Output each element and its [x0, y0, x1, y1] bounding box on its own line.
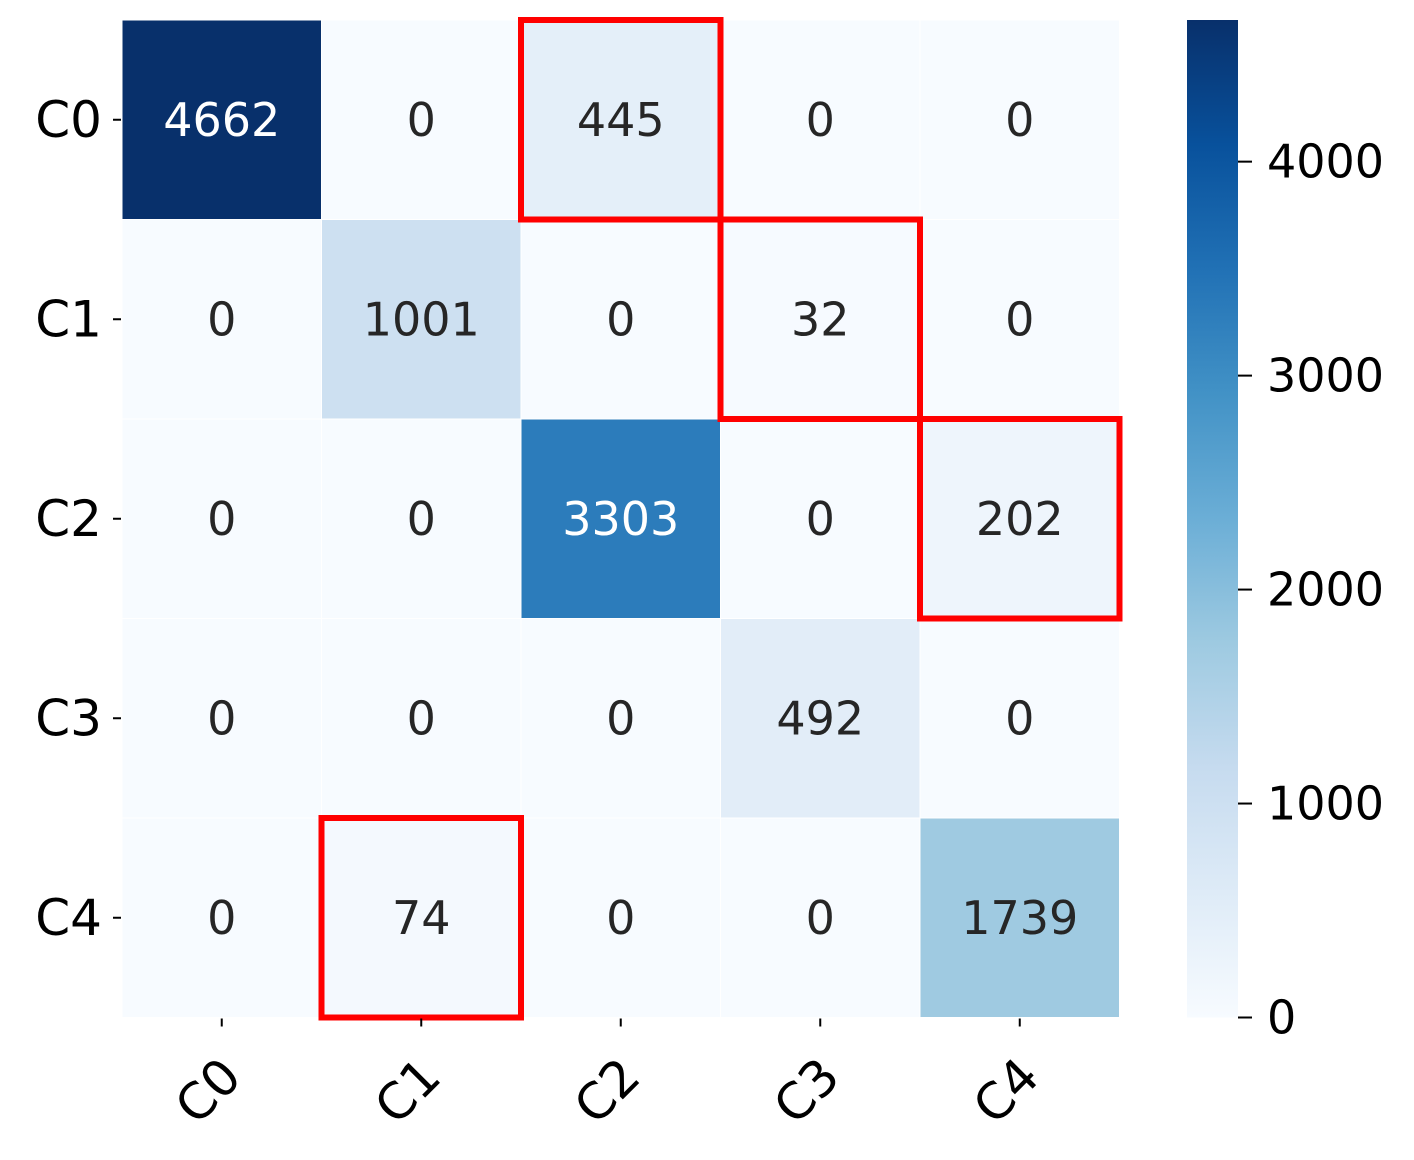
cell-value-label: 202: [976, 492, 1064, 546]
heatmap-cell-r2-c2: [520, 418, 721, 619]
heatmap-cell-r0-c0: [121, 19, 322, 220]
heatmap-cell-r0-c1: [321, 19, 522, 220]
heatmap-cell-r2-c4: [919, 418, 1120, 619]
highlight-box: [318, 815, 524, 1021]
colorbar-tick-label: 1000: [1267, 777, 1384, 831]
colorbar-gradient: [1187, 20, 1238, 1018]
y-tick-label: C2: [35, 490, 102, 548]
heatmap-cell-r3-c4: [919, 618, 1120, 819]
cell-value-label: 0: [207, 492, 236, 546]
cell-value-label: 4662: [163, 93, 280, 147]
cell-value-label: 32: [791, 292, 850, 346]
cell-value-label: 0: [806, 93, 835, 147]
cell-value-label: 492: [776, 691, 864, 745]
cell-value-label: 0: [1005, 93, 1034, 147]
cell-value-label: 0: [207, 891, 236, 945]
heatmap-cell-r3-c0: [121, 618, 322, 819]
cell-value-label: 0: [407, 492, 436, 546]
x-axis: C0 C1 C2 C3 C4: [164, 1018, 1050, 1135]
x-tick-label: C1: [364, 1047, 452, 1135]
y-axis: C0 C1 C2 C3 C4: [35, 91, 121, 947]
highlight-box: [917, 416, 1123, 622]
cell-value-label: 0: [606, 292, 635, 346]
y-tick-label: C1: [35, 290, 102, 348]
heatmap-cell-r3-c2: [520, 618, 721, 819]
cell-value-label: 1001: [363, 292, 480, 346]
colorbar: 0 1000 2000 3000 4000: [1187, 20, 1384, 1045]
colorbar-tick-label: 2000: [1267, 563, 1384, 617]
colorbar-ticks: 0 1000 2000 3000 4000: [1238, 135, 1384, 1045]
heatmap-cell-r4-c4: [919, 817, 1120, 1018]
cell-value-label: 0: [407, 93, 436, 147]
cell-value-label: 0: [806, 891, 835, 945]
cell-value-label: 1739: [961, 891, 1078, 945]
heatmap-cell-r1-c0: [121, 219, 322, 420]
heatmap-cell-r1-c4: [919, 219, 1120, 420]
y-tick-label: C4: [35, 889, 102, 947]
cell-value-label: 0: [407, 691, 436, 745]
cell-value-label: 0: [1005, 691, 1034, 745]
heatmap-cell-r4-c0: [121, 817, 322, 1018]
heatmap-cell-labels: 4662 0 445 0 0 0 1001 0 32 0 0 0 3303 0 202 0 0 0 492 0 0 74 0…: [163, 93, 1078, 945]
heatmap-cell-r2-c1: [321, 418, 522, 619]
cell-value-label: 74: [392, 891, 451, 945]
cell-value-label: 0: [207, 691, 236, 745]
heatmap-cell-r1-c2: [520, 219, 721, 420]
x-tick-label: C0: [164, 1047, 252, 1135]
heatmap-cell-r3-c1: [321, 618, 522, 819]
x-tick-label: C2: [563, 1047, 651, 1135]
cell-value-label: 3303: [562, 492, 679, 546]
heatmap-cell-r0-c4: [919, 19, 1120, 220]
y-tick-label: C0: [35, 91, 102, 149]
cell-value-label: 0: [806, 492, 835, 546]
x-tick-label: C4: [962, 1047, 1050, 1135]
heatmap-cells: [121, 19, 1120, 1018]
highlight-boxes: [318, 17, 1123, 1021]
heatmap-cell-r3-c3: [720, 618, 921, 819]
cell-value-label: 445: [577, 93, 665, 147]
x-tick-label: C3: [763, 1047, 851, 1135]
heatmap-cell-r0-c3: [720, 19, 921, 220]
colorbar-tick-label: 4000: [1267, 135, 1384, 189]
cell-value-label: 0: [207, 292, 236, 346]
heatmap-cell-r1-c1: [321, 219, 522, 420]
heatmap-cell-r4-c2: [520, 817, 721, 1018]
highlight-box: [717, 216, 923, 422]
cell-value-label: 0: [606, 691, 635, 745]
cell-value-label: 0: [1005, 292, 1034, 346]
colorbar-tick-label: 3000: [1267, 349, 1384, 403]
colorbar-tick-label: 0: [1267, 991, 1296, 1045]
highlight-box: [518, 17, 724, 223]
cell-value-label: 0: [606, 891, 635, 945]
y-tick-label: C3: [35, 689, 102, 747]
